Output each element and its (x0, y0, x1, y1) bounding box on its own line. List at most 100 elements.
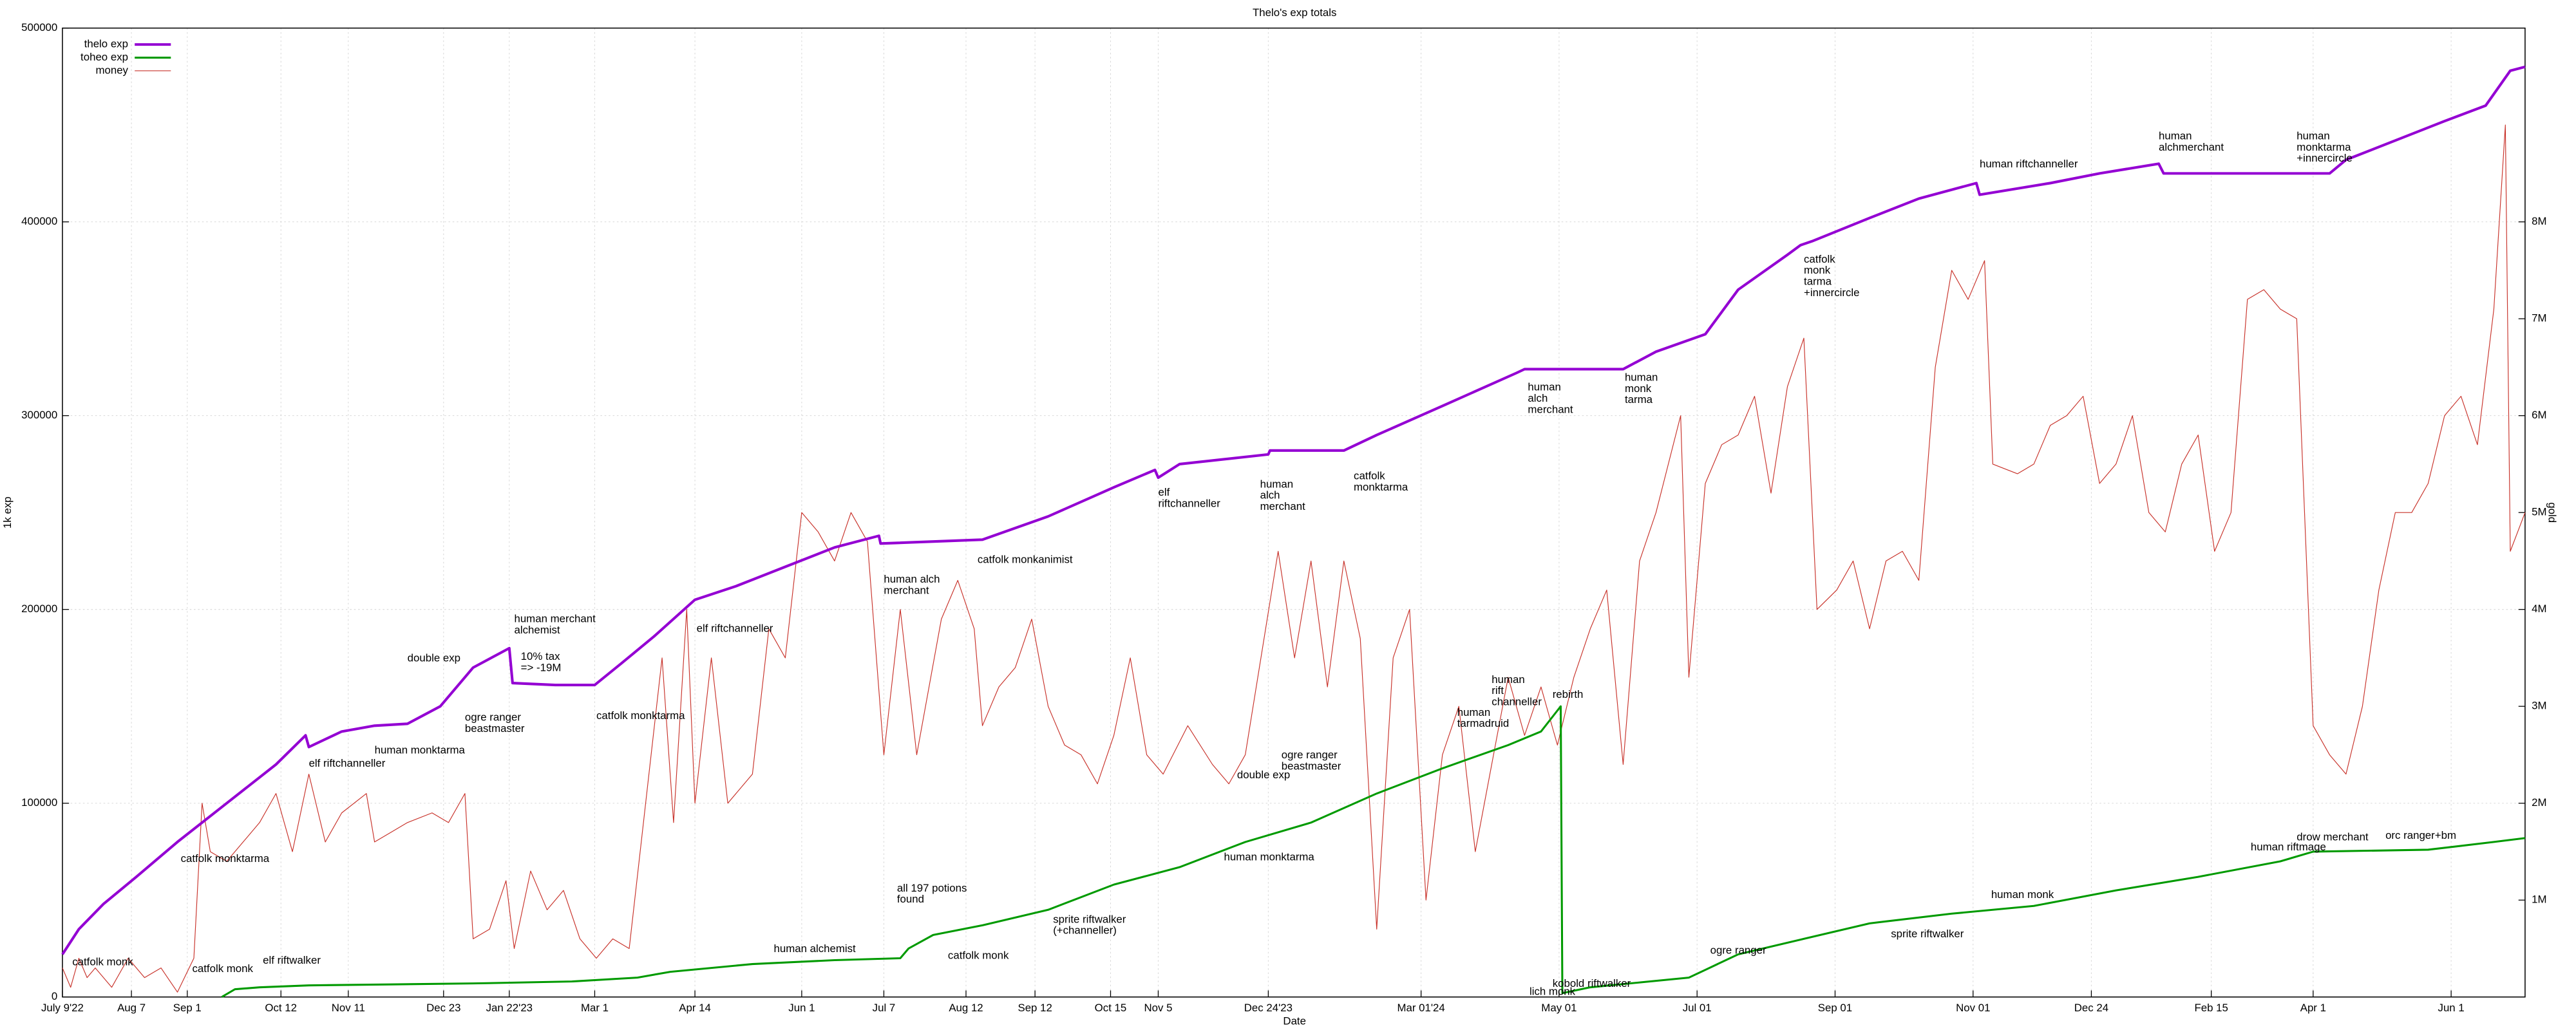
annotation: human (1528, 381, 1560, 393)
annotation: human riftmage (2251, 841, 2326, 853)
y2-tick-label: 1M (2532, 894, 2546, 906)
x-tick-label: Sep 12 (1018, 1002, 1052, 1014)
legend-label: toheo exp (80, 51, 128, 63)
y2-axis-label: gold (2546, 502, 2558, 523)
x-tick-label: Dec 24 (2074, 1002, 2108, 1014)
annotation: human (1492, 673, 1524, 686)
x-tick-label: Jun 1 (2438, 1002, 2465, 1014)
x-tick-label: Sep 1 (173, 1002, 202, 1014)
annotation: human alchemist (774, 942, 857, 955)
series-line (62, 124, 2526, 993)
annotation: beastmaster (465, 722, 525, 735)
annotation: catfolk monk (72, 956, 133, 968)
annotation: elf riftchanneller (309, 757, 386, 769)
annotation: lich monk (1530, 986, 1576, 998)
annotation: human monk (1991, 888, 2054, 901)
annotation: human (2297, 129, 2329, 142)
x-tick-label: Apr 14 (679, 1002, 711, 1014)
annotation: rift (1492, 684, 1504, 697)
y-tick-label: 500000 (21, 21, 57, 33)
annotation: all 197 potions (897, 882, 967, 894)
annotation: alchmerchant (2159, 141, 2224, 153)
annotation: merchant (1260, 500, 1305, 512)
annotation: tarmadruid (1457, 717, 1509, 729)
x-tick-label: Aug 7 (117, 1002, 146, 1014)
annotation: merchant (1528, 403, 1573, 415)
annotation: sprite riftwalker (1053, 913, 1126, 925)
annotation: double exp (1237, 769, 1290, 781)
x-tick-label: Mar 1 (581, 1002, 609, 1014)
annotation: catfolk monktarma (596, 709, 685, 722)
x-tick-label: Jun 1 (788, 1002, 815, 1014)
annotation: catfolk monktarma (181, 852, 270, 865)
annotation: 10% tax (521, 650, 560, 662)
annotation: human (1625, 371, 1658, 383)
x-tick-label: Oct 12 (265, 1002, 297, 1014)
x-tick-label: Apr 1 (2300, 1002, 2326, 1014)
x-tick-label: Nov 11 (332, 1002, 365, 1014)
annotation: human (1260, 478, 1293, 490)
annotation: beastmaster (1282, 760, 1341, 772)
annotation: elf (1158, 486, 1170, 498)
annotation: => -19M (521, 661, 562, 673)
annotation: tarma (1625, 393, 1653, 406)
y2-tick-label: 8M (2532, 215, 2546, 227)
y2-tick-label: 5M (2532, 506, 2546, 518)
annotation: alch (1260, 489, 1280, 501)
annotation: tarma (1804, 275, 1832, 287)
x-tick-label: May 01 (1541, 1002, 1577, 1014)
legend-label: money (95, 64, 128, 76)
y-tick-label: 200000 (21, 603, 57, 615)
y2-tick-label: 4M (2532, 603, 2546, 615)
y-tick-label: 100000 (21, 796, 57, 809)
annotation: alchemist (514, 624, 560, 636)
x-tick-label: Feb 15 (2194, 1002, 2228, 1014)
annotation: ogre ranger (465, 711, 521, 724)
annotation: (+channeller) (1053, 924, 1117, 937)
x-tick-label: Jan 22'23 (486, 1002, 533, 1014)
x-tick-label: Sep 01 (1818, 1002, 1852, 1014)
x-tick-label: Aug 12 (949, 1002, 983, 1014)
annotation: catfolk monkanimist (978, 554, 1073, 566)
annotation: human merchant (514, 612, 596, 624)
x-tick-label: Oct 15 (1095, 1002, 1127, 1014)
annotation: catfolk monk (948, 949, 1009, 961)
x-tick-label: Mar 01'24 (1397, 1002, 1444, 1014)
y-tick-label: 0 (52, 990, 57, 1002)
series-line (61, 65, 2526, 955)
annotation: human (1457, 706, 1490, 718)
annotation: sprite riftwalker (1891, 928, 1964, 940)
y-axis-label: 1k exp (1, 496, 14, 529)
annotation: elf riftchanneller (697, 623, 773, 635)
y2-tick-label: 3M (2532, 700, 2546, 712)
annotation: kobold riftwalker (1553, 977, 1631, 989)
chart-title: Thelo's exp totals (1253, 6, 1336, 19)
annotation: drow merchant (2297, 831, 2369, 843)
annotation: channeller (1492, 696, 1542, 708)
annotation: alch (1528, 392, 1548, 404)
annotation: monk (1804, 264, 1831, 276)
annotation: monk (1625, 382, 1652, 395)
legend-label: thelo exp (84, 38, 128, 50)
annotation: monktarma (2297, 141, 2351, 153)
x-tick-label: Nov 01 (1956, 1002, 1990, 1014)
annotation: +innercircle (1804, 286, 1860, 299)
annotation: human riftchanneller (1980, 158, 2078, 170)
series-line (221, 705, 2526, 998)
annotation: riftchanneller (1158, 497, 1220, 509)
y-tick-label: 400000 (21, 215, 57, 227)
annotation: human monktarma (1224, 850, 1315, 863)
y2-tick-label: 7M (2532, 312, 2546, 324)
annotation: human alch (884, 573, 940, 585)
y-tick-label: 300000 (21, 409, 57, 421)
annotation: found (897, 893, 924, 905)
annotation: rebirth (1553, 688, 1584, 700)
y2-tick-label: 2M (2532, 796, 2546, 809)
annotation: double exp (408, 652, 460, 664)
annotation: +innercircle (2297, 152, 2353, 164)
y2-tick-label: 6M (2532, 409, 2546, 421)
x-tick-label: Nov 5 (1144, 1002, 1172, 1014)
